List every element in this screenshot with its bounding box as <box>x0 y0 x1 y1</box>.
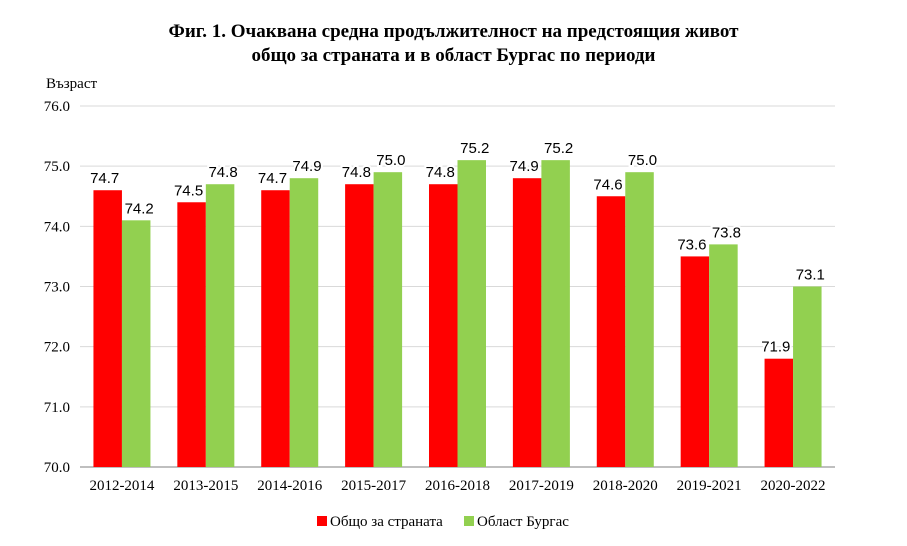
data-label-burgas: 73.8 <box>712 224 741 241</box>
bar-country <box>429 184 458 467</box>
data-label-country: 73.6 <box>677 236 706 253</box>
bar-burgas <box>709 244 738 467</box>
data-label-burgas: 75.2 <box>544 140 573 157</box>
bar-country <box>764 358 794 467</box>
bar-country <box>345 184 374 467</box>
data-label-burgas: 75.0 <box>376 152 405 169</box>
x-category-label: 2013-2015 <box>173 478 238 494</box>
x-category-label: 2019-2021 <box>677 478 742 494</box>
data-label-country: 74.8 <box>426 164 455 181</box>
bar-country <box>512 178 542 467</box>
legend-swatch-country <box>317 516 327 526</box>
data-label-country: 74.8 <box>342 164 371 181</box>
data-label-burgas: 73.1 <box>796 267 825 284</box>
data-label-country: 74.5 <box>174 182 203 199</box>
legend-label-country: Общо за страната <box>330 514 443 530</box>
chart-title: Фиг. 1. Очаквана средна продължителност … <box>0 20 907 68</box>
bar-burgas <box>793 286 822 467</box>
data-label-burgas: 74.9 <box>292 158 321 175</box>
chart-title-line-1: Фиг. 1. Очаквана средна продължителност … <box>168 21 739 42</box>
data-label-burgas: 74.2 <box>125 200 154 217</box>
y-tick-label: 74.0 <box>44 219 70 235</box>
bar-country <box>596 196 626 467</box>
x-category-label: 2016-2018 <box>425 478 490 494</box>
y-tick-label: 70.0 <box>44 460 70 476</box>
x-category-label: 2015-2017 <box>341 478 406 494</box>
x-category-label: 2020-2022 <box>761 478 826 494</box>
bar-country <box>93 190 122 467</box>
bar-country <box>177 202 206 467</box>
y-tick-label: 76.0 <box>44 99 70 115</box>
data-label-country: 74.7 <box>90 170 119 187</box>
x-category-label: 2012-2014 <box>89 478 154 494</box>
bar-country <box>261 190 290 467</box>
y-tick-label: 73.0 <box>44 280 70 296</box>
x-category-label: 2014-2016 <box>257 478 322 494</box>
bar-burgas <box>541 160 570 467</box>
data-label-burgas: 74.8 <box>208 164 237 181</box>
y-tick-label: 72.0 <box>44 340 70 356</box>
y-tick-label: 71.0 <box>44 400 70 416</box>
data-label-country: 74.7 <box>258 170 287 187</box>
data-label-burgas: 75.0 <box>628 152 657 169</box>
x-category-label: 2018-2020 <box>593 478 658 494</box>
data-label-country: 71.9 <box>761 339 790 356</box>
y-axis-label: Възраст <box>46 76 98 92</box>
legend-label-burgas: Област Бургас <box>477 514 569 530</box>
bar-burgas <box>373 172 403 467</box>
bar-burgas <box>121 220 151 467</box>
data-label-country: 74.6 <box>593 176 622 193</box>
data-label-burgas: 75.2 <box>460 140 489 157</box>
bar-burgas <box>205 184 235 467</box>
bar-country <box>680 256 710 467</box>
legend-swatch-burgas <box>464 516 474 526</box>
data-label-country: 74.9 <box>510 158 539 175</box>
bar-burgas <box>625 172 654 467</box>
x-category-label: 2017-2019 <box>509 478 574 494</box>
bar-burgas <box>457 160 486 467</box>
chart-title-line-2: общо за страната и в област Бургас по пе… <box>251 45 656 66</box>
y-tick-label: 75.0 <box>44 159 70 175</box>
bar-burgas <box>289 178 319 467</box>
